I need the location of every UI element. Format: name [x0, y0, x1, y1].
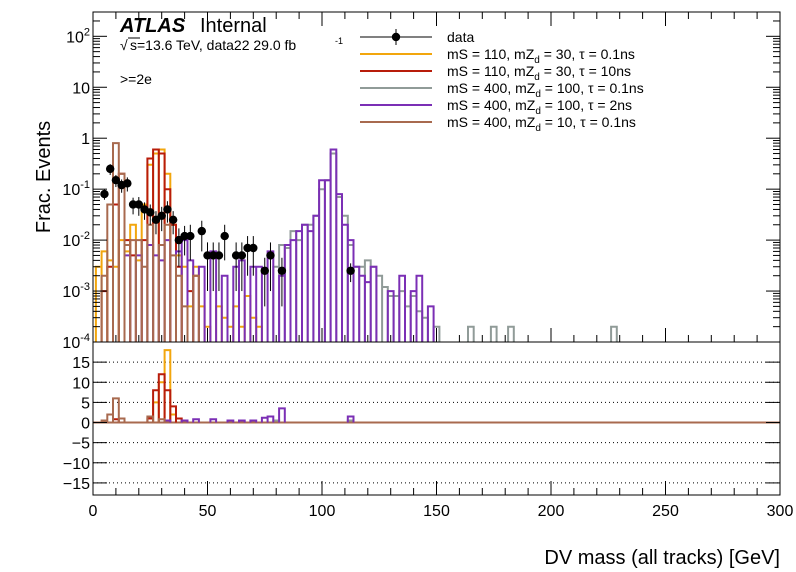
data-point	[260, 266, 269, 275]
y-axis-title: Frac. Events	[33, 121, 55, 233]
data-point	[146, 208, 155, 217]
y-tick-label: 102	[66, 26, 90, 46]
data-point	[123, 179, 132, 188]
y-tick-label: 10-2	[62, 230, 90, 250]
data-points-group	[100, 164, 355, 307]
data-point	[100, 189, 109, 199]
data-point	[186, 231, 195, 241]
legend-label-s1: mS = 110, mZd = 30, τ = 0.1ns	[447, 46, 635, 66]
ratio-s4-histogram	[163, 407, 355, 423]
ratio-s5-histogram	[100, 397, 166, 423]
legend-label-s5: mS = 400, mZd = 10, τ = 0.1ns	[447, 114, 636, 134]
y-tick-label: 10-1	[62, 179, 90, 199]
ratio-series-group	[93, 349, 780, 424]
ratio-y-tick-label: −5	[72, 436, 90, 453]
selection-label: >=2e	[120, 71, 152, 87]
ratio-y-tick-label: 10	[72, 375, 90, 392]
data-point	[197, 226, 206, 236]
data-point	[266, 251, 275, 260]
legend-label-data: data	[447, 29, 474, 45]
data-point	[220, 231, 229, 241]
lumi-exponent: -1	[335, 36, 343, 46]
x-tick-label: 300	[767, 503, 794, 520]
ratio-s2-histogram	[112, 373, 183, 423]
data-point	[214, 251, 224, 260]
x-tick-label: 200	[538, 503, 565, 520]
sqrt-symbol: √	[120, 37, 128, 53]
y-tick-label: 10-4	[62, 332, 90, 352]
x-tick-label: 0	[89, 503, 98, 520]
x-tick-label: 250	[652, 503, 679, 520]
atlas-label: ATLAS	[119, 15, 186, 37]
legend-label-s4: mS = 400, mZd = 100, τ = 2ns	[447, 97, 632, 117]
ratio-y-tick-label: 5	[81, 395, 90, 412]
series-s5-histogram	[100, 142, 200, 342]
data-point	[277, 266, 287, 275]
ratio-y-tick-label: 15	[72, 355, 90, 372]
x-tick-label: 100	[309, 503, 336, 520]
data-point	[249, 243, 258, 253]
x-tick-label: 150	[423, 503, 450, 520]
data-point	[157, 211, 166, 220]
y-tick-label: 1	[81, 131, 90, 148]
y-tick-label: 10	[72, 80, 90, 97]
ratio-y-tick-label: −15	[63, 476, 90, 493]
data-point	[163, 205, 172, 214]
data-point	[105, 164, 115, 174]
ratio-y-tick-label: 0	[81, 416, 90, 433]
ratio-y-tick-label: −10	[63, 456, 90, 473]
data-point	[237, 251, 247, 260]
x-tick-label: 50	[199, 503, 217, 520]
data-point	[111, 175, 121, 185]
data-point	[168, 215, 178, 225]
x-axis-title: DV mass (all tracks) [GeV]	[544, 547, 780, 569]
ratio-s1-histogram	[152, 349, 177, 423]
atlas-internal-label: Internal	[200, 15, 267, 37]
data-point	[134, 200, 143, 209]
energy-label: s=13.6 TeV, data22 29.0 fb	[130, 37, 296, 53]
legend-label-s3: mS = 400, mZd = 100, τ = 0.1ns	[447, 80, 644, 100]
legend-label-s2: mS = 110, mZd = 30, τ = 10ns	[447, 63, 631, 83]
data-point	[346, 266, 355, 275]
y-tick-label: 10-3	[62, 281, 90, 301]
